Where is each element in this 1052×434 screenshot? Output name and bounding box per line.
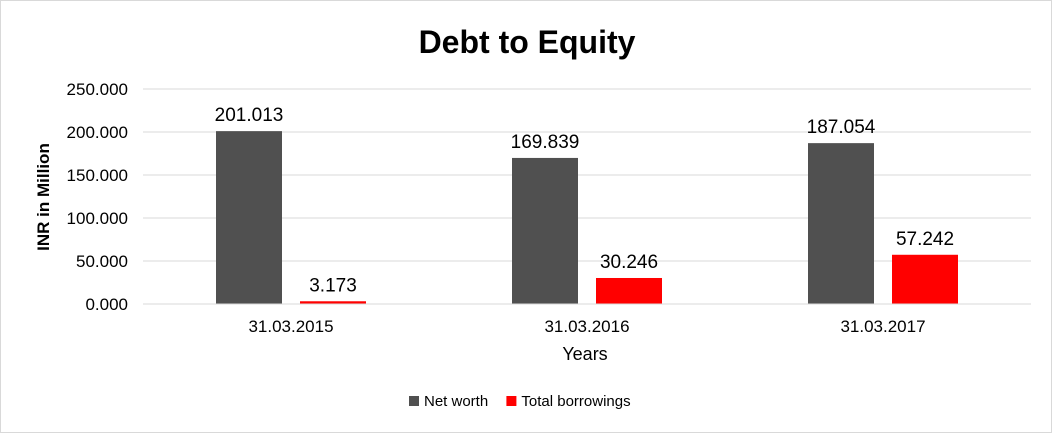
legend-swatch (409, 396, 419, 406)
x-tick-label: 31.03.2017 (840, 317, 925, 336)
bar-total-borrowings (596, 277, 662, 304)
x-tick-label: 31.03.2016 (544, 317, 629, 336)
legend-label: Net worth (424, 393, 488, 410)
data-label: 3.173 (309, 275, 357, 296)
x-axis-title: Years (562, 344, 607, 364)
bar-total-borrowings (892, 254, 958, 304)
y-tick-label: 50.000 (76, 252, 128, 271)
data-label: 201.013 (215, 105, 284, 126)
y-tick-label: 150.000 (67, 166, 128, 185)
data-label: 187.054 (807, 117, 876, 138)
y-axis-title: INR in Million (34, 143, 53, 251)
y-tick-label: 200.000 (67, 123, 128, 142)
legend-swatch (506, 396, 517, 406)
bar-net-worth (512, 157, 578, 304)
data-label: 169.839 (511, 132, 580, 153)
legend: Net worth Total borrowings (409, 393, 631, 410)
data-label: 57.242 (896, 229, 954, 250)
data-label: 30.246 (600, 252, 658, 273)
y-tick-label: 0.000 (85, 295, 128, 314)
x-tick-label: 31.03.2015 (248, 317, 333, 336)
legend-label: Total borrowings (521, 393, 630, 410)
y-tick-label: 250.000 (67, 80, 128, 99)
bar-net-worth (216, 131, 282, 304)
bar-total-borrowings (300, 301, 366, 304)
y-tick-label: 100.000 (67, 209, 128, 228)
bar-net-worth (808, 143, 874, 304)
chart-title: Debt to Equity (419, 24, 636, 60)
